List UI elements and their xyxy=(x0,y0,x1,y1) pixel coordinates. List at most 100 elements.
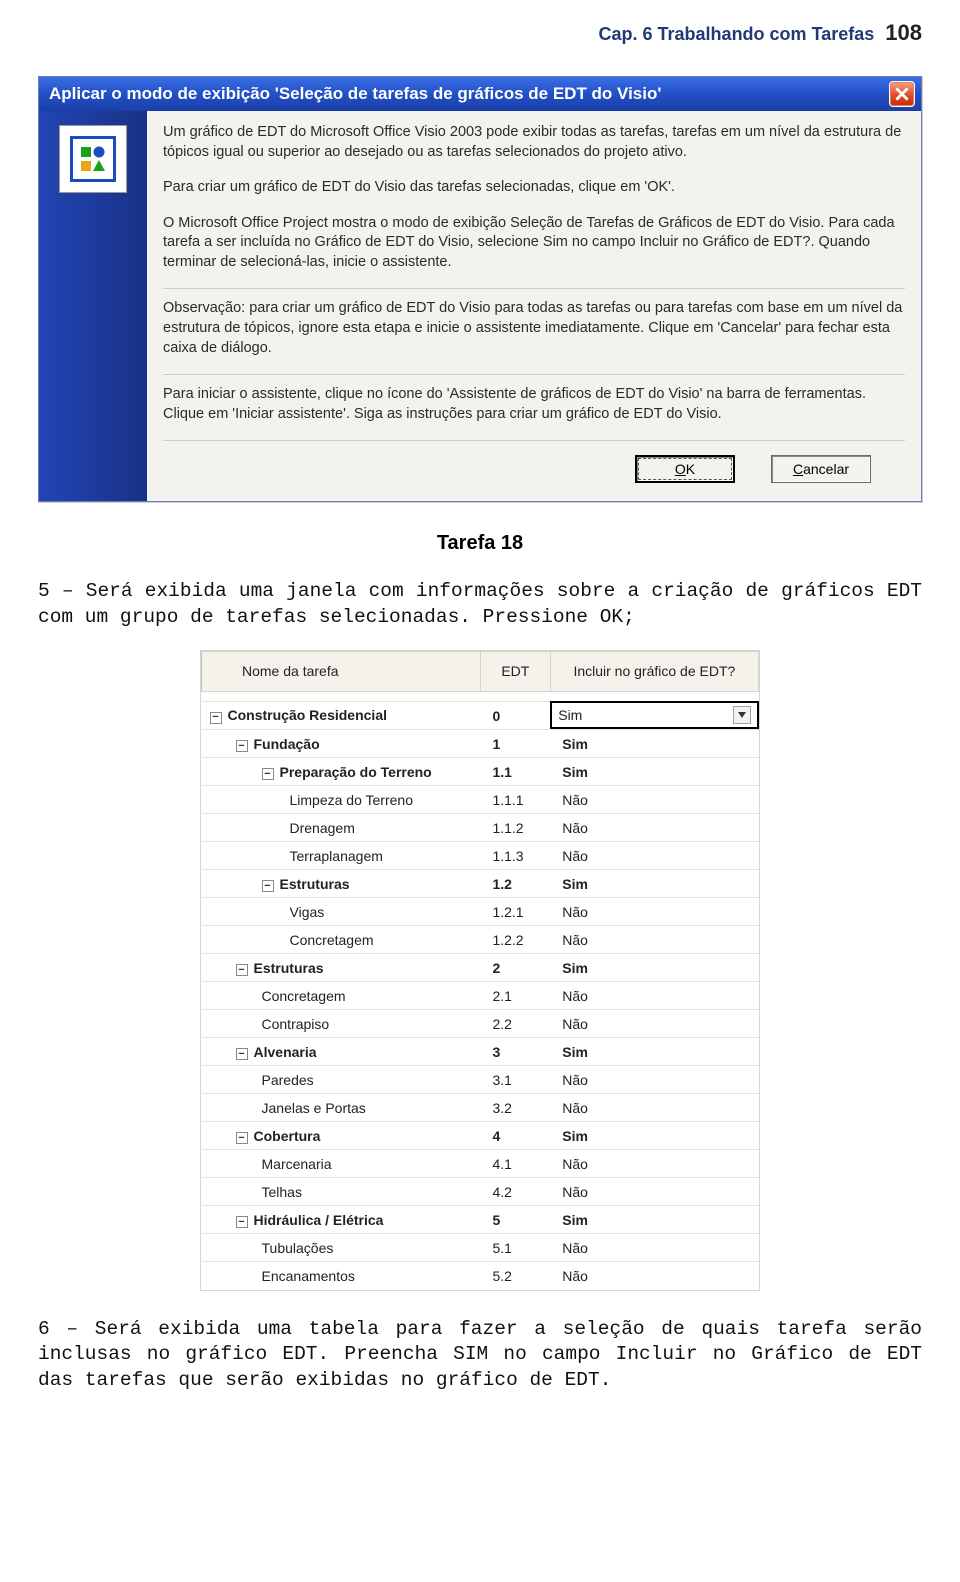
task-name-cell[interactable]: Limpeza do Terreno xyxy=(202,786,481,814)
task-name: Concretagem xyxy=(290,932,374,948)
include-cell[interactable]: Não xyxy=(550,1010,758,1038)
include-cell[interactable]: Não xyxy=(550,1234,758,1262)
include-cell[interactable]: Não xyxy=(550,842,758,870)
task-name-cell[interactable]: Drenagem xyxy=(202,814,481,842)
task-name-cell[interactable]: Telhas xyxy=(202,1178,481,1206)
include-cell[interactable]: Não xyxy=(550,814,758,842)
task-name-cell[interactable]: −Cobertura xyxy=(202,1122,481,1150)
edt-cell[interactable]: 1.2.1 xyxy=(480,898,550,926)
edt-cell[interactable]: 3.2 xyxy=(480,1094,550,1122)
edt-cell[interactable]: 2.1 xyxy=(480,982,550,1010)
table-row[interactable]: Limpeza do Terreno1.1.1Não xyxy=(202,786,759,814)
edt-cell[interactable]: 2.2 xyxy=(480,1010,550,1038)
task-name-cell[interactable]: Concretagem xyxy=(202,982,481,1010)
include-cell[interactable]: Sim xyxy=(550,701,758,729)
task-name-cell[interactable]: Janelas e Portas xyxy=(202,1094,481,1122)
edt-cell[interactable]: 1.1.1 xyxy=(480,786,550,814)
table-row[interactable]: Terraplanagem1.1.3Não xyxy=(202,842,759,870)
edt-cell[interactable]: 3 xyxy=(480,1038,550,1066)
edt-cell[interactable]: 2 xyxy=(480,954,550,982)
table-row[interactable]: Concretagem 1.2.2Não xyxy=(202,926,759,954)
table-row[interactable]: −Hidráulica / Elétrica5Sim xyxy=(202,1206,759,1234)
include-cell[interactable]: Sim xyxy=(550,954,758,982)
include-cell[interactable]: Sim xyxy=(550,730,758,758)
edt-cell[interactable]: 1 xyxy=(480,730,550,758)
table-row[interactable]: Drenagem1.1.2Não xyxy=(202,814,759,842)
task-name-cell[interactable]: Vigas xyxy=(202,898,481,926)
collapse-icon[interactable]: − xyxy=(262,880,274,892)
collapse-icon[interactable]: − xyxy=(262,768,274,780)
table-row[interactable]: Janelas e Portas3.2Não xyxy=(202,1094,759,1122)
table-row[interactable]: −Fundação1Sim xyxy=(202,730,759,758)
column-header-edt[interactable]: EDT xyxy=(480,651,550,691)
include-cell[interactable]: Sim xyxy=(550,1038,758,1066)
table-row[interactable]: Vigas1.2.1Não xyxy=(202,898,759,926)
dropdown-arrow-icon[interactable] xyxy=(733,706,751,724)
close-button[interactable] xyxy=(889,81,915,107)
table-row[interactable]: Paredes3.1Não xyxy=(202,1066,759,1094)
task-name-cell[interactable]: Encanamentos xyxy=(202,1262,481,1290)
edt-cell[interactable]: 5.2 xyxy=(480,1262,550,1290)
table-row[interactable]: Contrapiso2.2Não xyxy=(202,1010,759,1038)
edt-cell[interactable]: 4 xyxy=(480,1122,550,1150)
edt-cell[interactable]: 1.1.2 xyxy=(480,814,550,842)
edt-cell[interactable]: 1.2.2 xyxy=(480,926,550,954)
include-cell[interactable]: Não xyxy=(550,926,758,954)
include-cell[interactable]: Não xyxy=(550,1066,758,1094)
task-name-cell[interactable]: −Fundação xyxy=(202,730,481,758)
task-name-cell[interactable]: Concretagem xyxy=(202,926,481,954)
edt-cell[interactable]: 1.2 xyxy=(480,870,550,898)
include-cell[interactable]: Sim xyxy=(550,758,758,786)
include-cell[interactable]: Sim xyxy=(550,870,758,898)
edt-cell[interactable]: 4.1 xyxy=(480,1150,550,1178)
task-name-cell[interactable]: Tubulações xyxy=(202,1234,481,1262)
table-row[interactable]: Marcenaria4.1Não xyxy=(202,1150,759,1178)
collapse-icon[interactable]: − xyxy=(236,1216,248,1228)
task-name-cell[interactable]: −Preparação do Terreno xyxy=(202,758,481,786)
edt-cell[interactable]: 5.1 xyxy=(480,1234,550,1262)
collapse-icon[interactable]: − xyxy=(236,740,248,752)
ok-button[interactable]: OK xyxy=(635,455,735,483)
task-name-cell[interactable]: −Hidráulica / Elétrica xyxy=(202,1206,481,1234)
collapse-icon[interactable]: − xyxy=(236,964,248,976)
include-cell[interactable]: Não xyxy=(550,1150,758,1178)
table-row[interactable]: −Estruturas1.2Sim xyxy=(202,870,759,898)
task-name-cell[interactable]: −Estruturas xyxy=(202,954,481,982)
task-name-cell[interactable]: −Alvenaria xyxy=(202,1038,481,1066)
include-cell[interactable]: Não xyxy=(550,786,758,814)
table-row[interactable]: Encanamentos5.2Não xyxy=(202,1262,759,1290)
table-row[interactable]: −Estruturas2Sim xyxy=(202,954,759,982)
edt-cell[interactable]: 3.1 xyxy=(480,1066,550,1094)
include-cell[interactable]: Não xyxy=(550,1262,758,1290)
edt-cell[interactable]: 0 xyxy=(480,701,550,730)
include-cell[interactable]: Não xyxy=(550,982,758,1010)
task-name-cell[interactable]: Marcenaria xyxy=(202,1150,481,1178)
include-cell[interactable]: Não xyxy=(550,1094,758,1122)
edt-cell[interactable]: 1.1.3 xyxy=(480,842,550,870)
task-name-cell[interactable]: Terraplanagem xyxy=(202,842,481,870)
collapse-icon[interactable]: − xyxy=(236,1132,248,1144)
collapse-icon[interactable]: − xyxy=(210,712,222,724)
task-name-cell[interactable]: −Estruturas xyxy=(202,870,481,898)
include-cell[interactable]: Não xyxy=(550,1178,758,1206)
task-name-cell[interactable]: −Construção Residencial xyxy=(202,701,481,730)
table-row[interactable]: −Alvenaria3Sim xyxy=(202,1038,759,1066)
cancel-button[interactable]: Cancelar xyxy=(771,455,871,483)
include-cell[interactable]: Não xyxy=(550,898,758,926)
table-row[interactable]: −Cobertura4Sim xyxy=(202,1122,759,1150)
edt-cell[interactable]: 5 xyxy=(480,1206,550,1234)
include-cell[interactable]: Sim xyxy=(550,1206,758,1234)
task-name-cell[interactable]: Paredes xyxy=(202,1066,481,1094)
table-row[interactable]: Telhas4.2Não xyxy=(202,1178,759,1206)
collapse-icon[interactable]: − xyxy=(236,1048,248,1060)
table-row[interactable]: Concretagem2.1Não xyxy=(202,982,759,1010)
column-header-include[interactable]: Incluir no gráfico de EDT? xyxy=(550,651,758,691)
column-header-name[interactable]: Nome da tarefa xyxy=(202,651,481,691)
task-name-cell[interactable]: Contrapiso xyxy=(202,1010,481,1038)
table-row[interactable]: −Construção Residencial0Sim xyxy=(202,701,759,730)
table-row[interactable]: −Preparação do Terreno1.1Sim xyxy=(202,758,759,786)
table-row[interactable]: Tubulações5.1Não xyxy=(202,1234,759,1262)
include-cell[interactable]: Sim xyxy=(550,1122,758,1150)
edt-cell[interactable]: 4.2 xyxy=(480,1178,550,1206)
edt-cell[interactable]: 1.1 xyxy=(480,758,550,786)
